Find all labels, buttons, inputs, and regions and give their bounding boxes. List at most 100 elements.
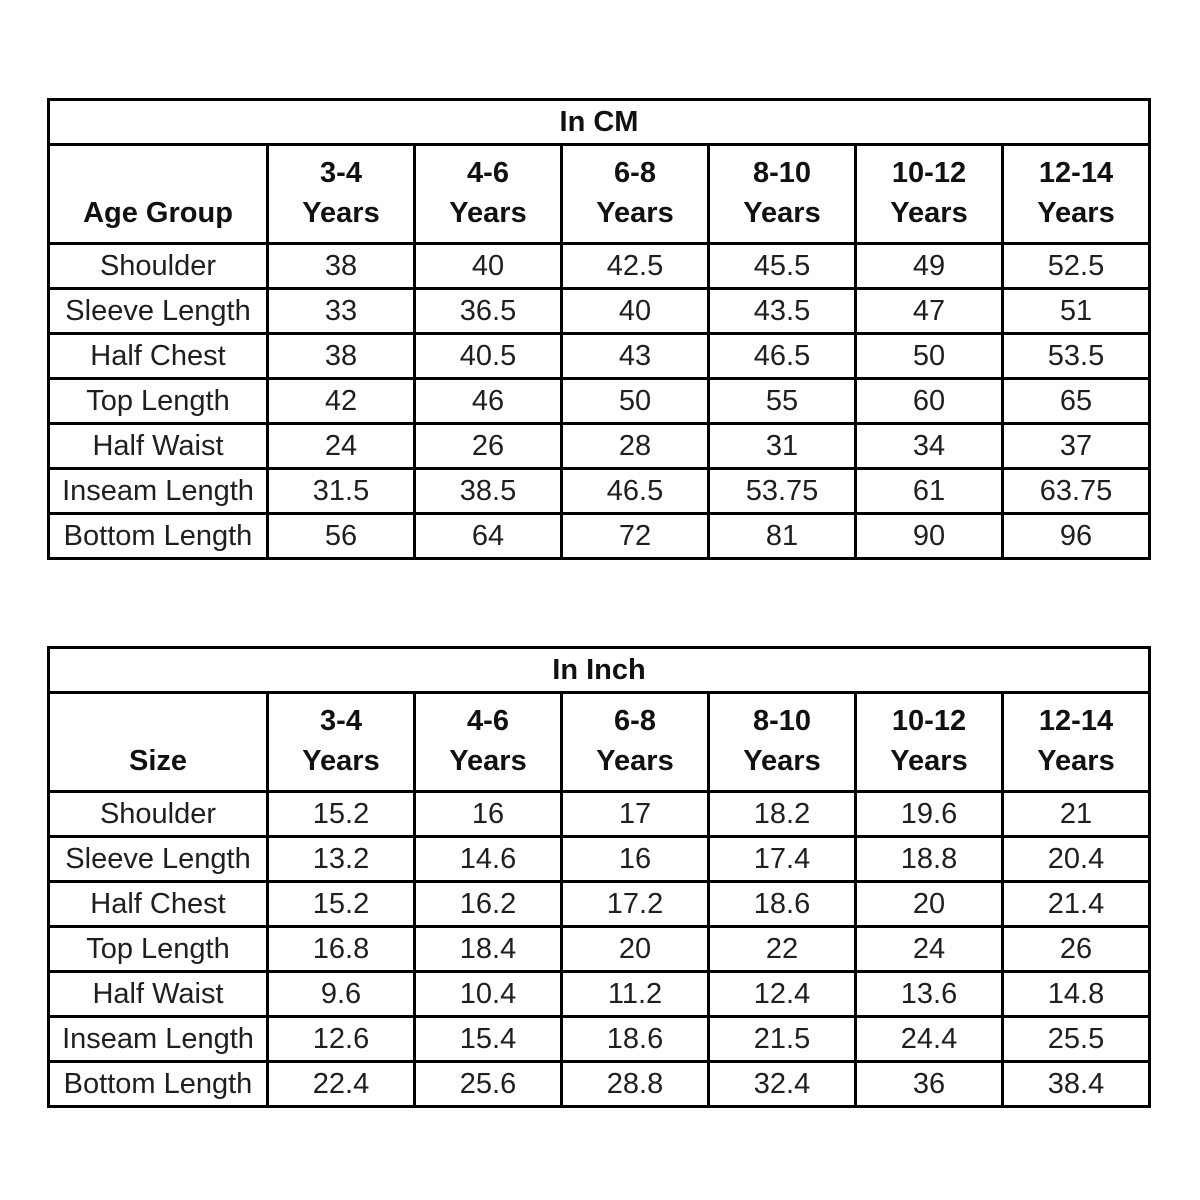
measurement-value: 16.8 [266,925,416,973]
table-header-row: Age Group 3-4 Years 4-6 Years 6-8 Years 8-10… [47,143,1151,245]
measurement-value: 60 [854,377,1004,425]
measurement-value: 26 [413,422,563,470]
measurement-value: 40 [560,287,710,335]
row-label: Inseam Length [47,1015,269,1063]
measurement-value: 17.4 [707,835,857,883]
measurement-value: 16 [413,790,563,838]
measurement-value: 40 [413,242,563,290]
measurement-value: 16.2 [413,880,563,928]
measurement-value: 46 [413,377,563,425]
row-label: Half Waist [47,970,269,1018]
column-header: 4-6 Years [413,143,563,245]
measurement-value: 38 [266,242,416,290]
measurement-value: 64 [413,512,563,560]
row-label: Top Length [47,377,269,425]
row-label: Top Length [47,925,269,973]
measurement-value: 24 [854,925,1004,973]
measurement-value: 28.8 [560,1060,710,1108]
measurement-value: 18.6 [560,1015,710,1063]
measurement-value: 53.5 [1001,332,1151,380]
column-header: 8-10 Years [707,691,857,793]
measurement-value: 22 [707,925,857,973]
column-header: 6-8 Years [560,143,710,245]
measurement-value: 36.5 [413,287,563,335]
table-row: Shoulder 15.2 16 17 18.2 19.6 21 [47,790,1151,838]
measurement-value: 10.4 [413,970,563,1018]
table-row: Half Chest 38 40.5 43 46.5 50 53.5 [47,332,1151,380]
measurement-value: 15.2 [266,790,416,838]
measurement-value: 25.6 [413,1060,563,1108]
table-row: Inseam Length 12.6 15.4 18.6 21.5 24.4 25.5 [47,1015,1151,1063]
table-row: Half Waist 24 26 28 31 34 37 [47,422,1151,470]
table-row: Bottom Length 22.4 25.6 28.8 32.4 36 38.4 [47,1060,1151,1108]
measurement-value: 96 [1001,512,1151,560]
table-row: Bottom Length 56 64 72 81 90 96 [47,512,1151,560]
table-row: Sleeve Length 33 36.5 40 43.5 47 51 [47,287,1151,335]
measurement-value: 28 [560,422,710,470]
table-row: Sleeve Length 13.2 14.6 16 17.4 18.8 20.4 [47,835,1151,883]
table-row: Half Chest 15.2 16.2 17.2 18.6 20 21.4 [47,880,1151,928]
measurement-value: 36 [854,1060,1004,1108]
column-header: 10-12 Years [854,143,1004,245]
row-header-label: Age Group [47,143,269,245]
measurement-value: 50 [854,332,1004,380]
measurement-value: 47 [854,287,1004,335]
measurement-value: 20 [854,880,1004,928]
column-header: 4-6 Years [413,691,563,793]
measurement-value: 42 [266,377,416,425]
measurement-value: 32.4 [707,1060,857,1108]
measurement-value: 49 [854,242,1004,290]
measurement-value: 18.2 [707,790,857,838]
measurement-value: 20 [560,925,710,973]
measurement-value: 65 [1001,377,1151,425]
measurement-value: 15.4 [413,1015,563,1063]
measurement-value: 40.5 [413,332,563,380]
measurement-value: 11.2 [560,970,710,1018]
measurement-value: 26 [1001,925,1151,973]
measurement-value: 61 [854,467,1004,515]
measurement-value: 50 [560,377,710,425]
measurement-value: 19.6 [854,790,1004,838]
measurement-value: 12.4 [707,970,857,1018]
measurement-value: 15.2 [266,880,416,928]
measurement-value: 31.5 [266,467,416,515]
measurement-value: 24 [266,422,416,470]
measurement-value: 72 [560,512,710,560]
column-header: 12-14 Years [1001,143,1151,245]
measurement-value: 63.75 [1001,467,1151,515]
measurement-value: 90 [854,512,1004,560]
measurement-value: 14.8 [1001,970,1151,1018]
measurement-value: 56 [266,512,416,560]
row-label: Half Chest [47,880,269,928]
measurement-value: 33 [266,287,416,335]
row-label: Shoulder [47,790,269,838]
measurement-value: 46.5 [560,467,710,515]
measurement-value: 38.4 [1001,1060,1151,1108]
measurement-value: 17 [560,790,710,838]
table-title-row: In CM [47,98,1151,146]
table-row: Half Waist 9.6 10.4 11.2 12.4 13.6 14.8 [47,970,1151,1018]
measurement-value: 81 [707,512,857,560]
row-label: Half Chest [47,332,269,380]
table-header-row: Size 3-4 Years 4-6 Years 6-8 Years 8-10 Year… [47,691,1151,793]
measurement-value: 13.2 [266,835,416,883]
measurement-value: 20.4 [1001,835,1151,883]
column-header: 3-4 Years [266,143,416,245]
row-label: Sleeve Length [47,835,269,883]
measurement-value: 52.5 [1001,242,1151,290]
row-label: Bottom Length [47,512,269,560]
measurement-value: 37 [1001,422,1151,470]
table-row: Top Length 42 46 50 55 60 65 [47,377,1151,425]
measurement-value: 18.4 [413,925,563,973]
measurement-value: 17.2 [560,880,710,928]
measurement-value: 12.6 [266,1015,416,1063]
column-header: 8-10 Years [707,143,857,245]
table-row: Top Length 16.8 18.4 20 22 24 26 [47,925,1151,973]
column-header: 6-8 Years [560,691,710,793]
size-table-inch: In Inch Size 3-4 Years 4-6 Years 6-8 Years 8-… [47,646,1151,1108]
measurement-value: 18.8 [854,835,1004,883]
measurement-value: 9.6 [266,970,416,1018]
measurement-value: 31 [707,422,857,470]
measurement-value: 53.75 [707,467,857,515]
measurement-value: 22.4 [266,1060,416,1108]
